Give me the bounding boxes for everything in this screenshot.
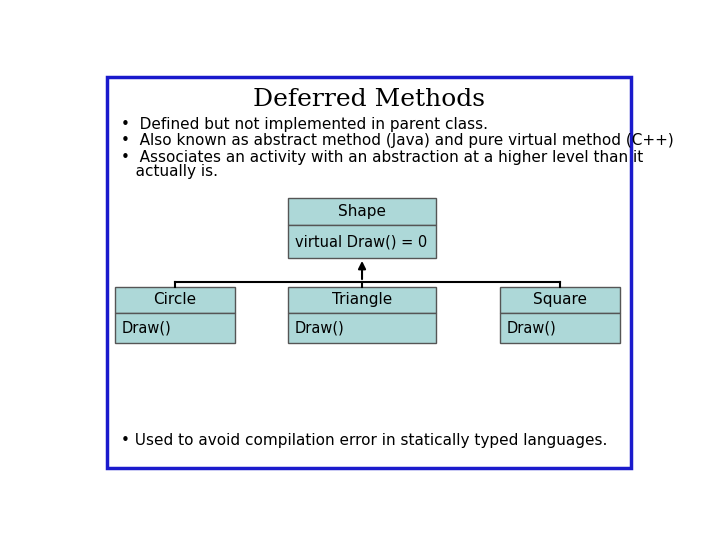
Text: Draw(): Draw(): [294, 320, 345, 335]
Text: •  Associates an activity with an abstraction at a higher level than it: • Associates an activity with an abstrac…: [121, 150, 643, 165]
Bar: [115, 287, 235, 313]
Text: Circle: Circle: [153, 292, 197, 307]
Text: virtual Draw() = 0: virtual Draw() = 0: [294, 234, 427, 249]
Bar: [115, 313, 235, 343]
Bar: [500, 287, 620, 313]
Text: Triangle: Triangle: [332, 292, 392, 307]
Bar: [288, 313, 436, 343]
Bar: [500, 313, 620, 343]
Bar: [288, 198, 436, 225]
Bar: [288, 225, 436, 258]
Text: •  Defined but not implemented in parent class.: • Defined but not implemented in parent …: [121, 117, 487, 132]
Text: Draw(): Draw(): [122, 320, 171, 335]
Text: Square: Square: [533, 292, 587, 307]
Text: • Used to avoid compilation error in statically typed languages.: • Used to avoid compilation error in sta…: [121, 433, 607, 448]
Bar: [288, 287, 436, 313]
Text: actually is.: actually is.: [121, 164, 217, 179]
Text: Shape: Shape: [338, 204, 386, 219]
Text: Draw(): Draw(): [507, 320, 557, 335]
Text: Deferred Methods: Deferred Methods: [253, 87, 485, 111]
Text: •  Also known as abstract method (Java) and pure virtual method (C++): • Also known as abstract method (Java) a…: [121, 133, 673, 148]
